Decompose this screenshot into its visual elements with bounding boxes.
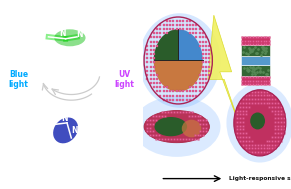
Text: UV
light: UV light (114, 70, 134, 89)
Bar (241, 56, 270, 65)
Ellipse shape (250, 112, 265, 129)
Text: N: N (61, 114, 68, 123)
Ellipse shape (144, 111, 210, 143)
Ellipse shape (54, 29, 86, 46)
Polygon shape (208, 15, 244, 136)
Ellipse shape (182, 120, 201, 137)
Wedge shape (154, 60, 203, 92)
Ellipse shape (133, 96, 221, 157)
Text: N: N (76, 29, 82, 39)
Wedge shape (154, 29, 178, 60)
Text: N: N (59, 29, 65, 38)
Bar (241, 36, 270, 45)
Text: Azobenzene isomerisation: Azobenzene isomerisation (32, 179, 110, 184)
Bar (241, 65, 270, 76)
Text: Blue
light: Blue light (9, 70, 29, 89)
Wedge shape (178, 29, 203, 60)
Bar (241, 76, 270, 85)
Bar (241, 45, 270, 56)
Circle shape (234, 90, 286, 156)
Ellipse shape (155, 117, 187, 136)
Text: N: N (71, 126, 78, 135)
Ellipse shape (226, 83, 291, 163)
Ellipse shape (53, 118, 78, 143)
Ellipse shape (139, 13, 221, 108)
Text: cis: cis (14, 108, 24, 115)
Text: Light-responsive soft matter: Light-responsive soft matter (229, 176, 291, 181)
Text: trans: trans (11, 7, 29, 13)
